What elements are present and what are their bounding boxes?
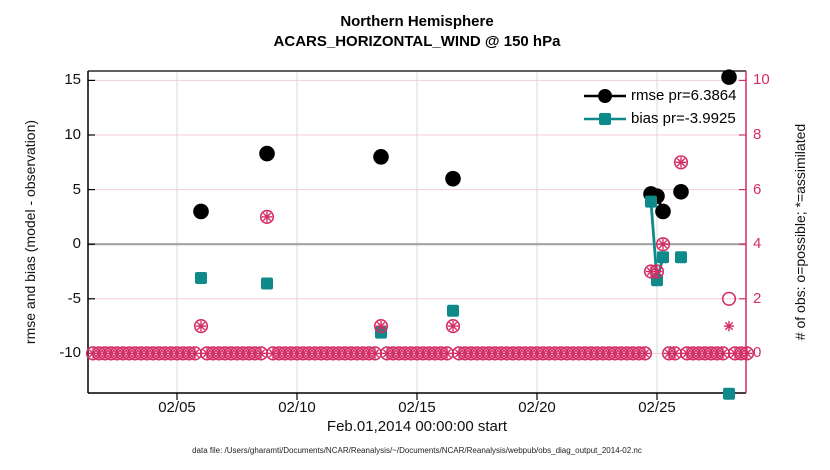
legend-item-rmse: rmse pr=6.3864	[583, 84, 736, 107]
title-line-2: ACARS_HORIZONTAL_WIND @ 150 hPa	[273, 33, 561, 50]
legend-label-rmse: rmse pr=6.3864	[631, 87, 737, 104]
right-y-tick-label: 2	[753, 289, 762, 307]
rmse-series	[193, 69, 737, 220]
left-y-tick-label: 0	[72, 235, 81, 253]
right-y-tick-label: 10	[753, 71, 770, 89]
rmse-legend-marker-icon	[584, 88, 626, 103]
x-tick-label: 02/05	[158, 399, 196, 416]
left-y-tick-label: 5	[72, 180, 81, 198]
legend-item-bias: bias pr=-3.9925	[583, 107, 736, 130]
right-y-tick-label: 6	[753, 180, 762, 198]
legend-label-bias: bias pr=-3.9925	[631, 110, 736, 127]
data-file-footer: data file: /Users/gharamti/Documents/NCA…	[192, 446, 642, 455]
left-y-tick-label: 15	[64, 71, 81, 89]
bias-series	[195, 195, 735, 400]
right-y-tick-label: 8	[753, 126, 762, 143]
x-axis-label: Feb.01,2014 00:00:00 start	[326, 418, 508, 435]
left-y-tick-label: -10	[59, 344, 81, 362]
x-tick-label: 02/25	[638, 399, 676, 416]
left-y-tick-label: 10	[64, 126, 81, 143]
chart-title: Northern Hemisphere ACARS_HORIZONTAL_WIN…	[88, 12, 746, 52]
legend: rmse pr=6.3864 bias pr=-3.9925	[583, 84, 736, 130]
obs-count-markers	[85, 155, 755, 361]
x-tick-label: 02/10	[278, 399, 316, 416]
x-tick-label: 02/15	[398, 399, 436, 416]
right-y-axis-label: # of obs: o=possible; *=assimilated	[792, 123, 808, 341]
x-tick-label: 02/20	[518, 399, 556, 416]
bias-legend-marker-icon	[584, 112, 626, 125]
right-y-tick-label: 0	[753, 344, 762, 362]
left-y-axis-label: rmse and bias (model - observation)	[22, 119, 38, 345]
left-y-tick-label: -5	[67, 289, 81, 307]
right-y-tick-label: 4	[753, 235, 762, 253]
title-line-1: Northern Hemisphere	[340, 13, 494, 30]
